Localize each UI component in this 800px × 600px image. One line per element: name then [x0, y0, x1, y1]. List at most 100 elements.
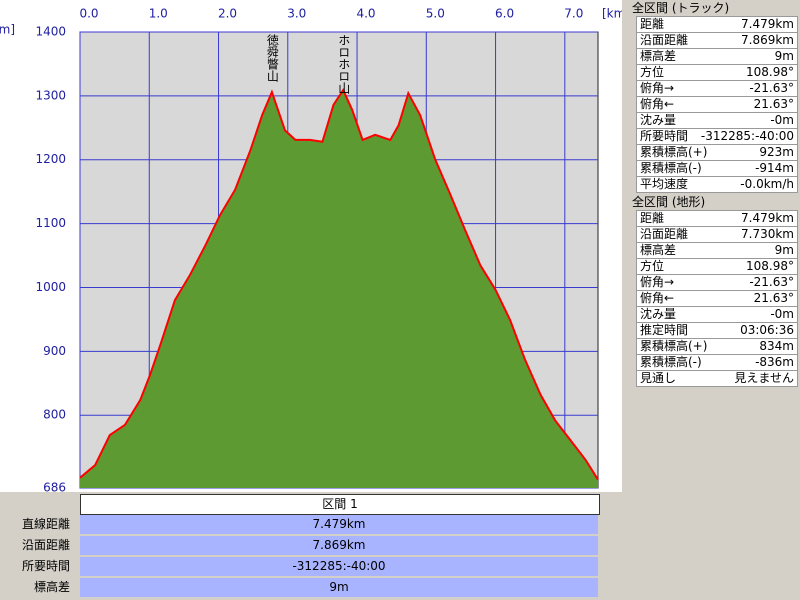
value: -21.63° [749, 81, 794, 95]
summary-row: 俯角← 21.63° [636, 291, 798, 307]
x-tick-label: 6.0 [495, 7, 514, 21]
label: 累積標高(+) [640, 339, 708, 353]
label: 所要時間 [640, 129, 689, 143]
value: 7.869km [312, 538, 366, 552]
label: 標高差 [640, 243, 677, 257]
y-tick-label: 1000 [35, 280, 66, 294]
value: 7.869km [741, 33, 794, 47]
y-tick-label: 1200 [35, 152, 66, 166]
row-value: -312285:-40:00 [80, 557, 598, 576]
label: 沿面距離 [640, 33, 689, 47]
y-unit: [m] [0, 23, 15, 37]
summary-row: 見通し 見えません [636, 371, 798, 387]
value: 9m [774, 49, 794, 63]
value: -0m [770, 307, 794, 321]
x-tick-label: 3.0 [287, 7, 306, 21]
label: 距離 [640, 17, 665, 31]
y-tick-label: 800 [43, 408, 66, 422]
summary-row: 累積標高(+) 834m [636, 339, 798, 355]
section-panel: 区間 1 直線距離 7.479km 沿面距離 7.869km 所要時間 -312285:-4… [0, 491, 620, 600]
row-label: 直線距離 [0, 515, 70, 534]
label: 沿面距離 [21, 538, 70, 552]
section-title: 区間 1 [322, 497, 358, 511]
value: 7.479km [741, 211, 794, 225]
label: 俯角← [640, 97, 675, 111]
summary-row: 累積標高(+) 923m [636, 145, 798, 161]
x-tick-label: 4.0 [356, 7, 375, 21]
summary-row: 俯角→ -21.63° [636, 275, 798, 291]
label: 見通し [640, 371, 677, 385]
value: 21.63° [753, 291, 794, 305]
label: 沿面距離 [640, 227, 689, 241]
label: 方位 [640, 65, 665, 79]
y-tick-label: 900 [43, 344, 66, 358]
value: 108.98° [746, 65, 794, 79]
summary-row: 沿面距離 7.869km [636, 33, 798, 49]
title: 全区間 (トラック) [632, 1, 730, 15]
summary-row: 俯角← 21.63° [636, 97, 798, 113]
summary-row: 沈み量 -0m [636, 307, 798, 323]
x-tick-label: 7.0 [564, 7, 583, 21]
row-value: 7.869km [80, 536, 598, 555]
peak-label: 徳舜瞥山 [265, 33, 279, 82]
summary-row: 標高差 9m [636, 49, 798, 65]
title: 全区間 (地形) [632, 195, 706, 209]
value: 108.98° [746, 259, 794, 273]
label: 標高差 [640, 49, 677, 63]
line [79, 88, 599, 481]
value: 21.63° [753, 97, 794, 111]
row-value: 9m [80, 578, 598, 597]
summary-row: 推定時間 03:06:36 [636, 323, 798, 339]
label: 俯角→ [640, 275, 675, 289]
summary-row: 俯角→ -21.63° [636, 81, 798, 97]
value: 見えません [734, 371, 794, 385]
y-tick-label: 1300 [35, 88, 66, 102]
value: -312285:-40:00 [700, 129, 794, 143]
label: 所要時間 [21, 559, 70, 573]
value: 923m [759, 145, 794, 159]
row-value: 7.479km [80, 515, 598, 534]
value: -0.0km/h [740, 177, 794, 191]
y-tick-label: 686 [43, 481, 66, 493]
summary-row: 所要時間 -312285:-40:00 [636, 129, 798, 145]
label: 俯角→ [640, 81, 675, 95]
x-tick-label: 0.0 [79, 7, 98, 21]
value: 834m [759, 339, 794, 353]
track-summary: 全区間 (トラック) 距離 7.479km 沿面距離 7.869km 標高差 9m 方位 108… [630, 0, 800, 193]
label: 沈み量 [640, 113, 677, 127]
section-header: 区間 1 [80, 494, 600, 515]
label: 累積標高(-) [640, 355, 702, 369]
terrain-summary: 全区間 (地形) 距離 7.479km 沿面距離 7.730km 標高差 9m 方位 108.9… [630, 194, 800, 387]
summary-title: 全区間 (トラック) [630, 0, 800, 16]
row-label: 所要時間 [0, 557, 70, 576]
value: -0m [770, 113, 794, 127]
x-tick-label: 2.0 [218, 7, 237, 21]
label: 直線距離 [21, 517, 70, 531]
area [80, 90, 598, 488]
x-tick-label: 5.0 [426, 7, 445, 21]
summary-row: 標高差 9m [636, 243, 798, 259]
label: 標高差 [33, 580, 70, 594]
label: 距離 [640, 211, 665, 225]
summary-row: 方位 108.98° [636, 65, 798, 81]
x-unit: [km] [602, 7, 622, 21]
y-tick-label: 1100 [35, 216, 66, 230]
label: 推定時間 [640, 323, 689, 337]
label: 平均速度 [640, 177, 689, 191]
summary-row: 方位 108.98° [636, 259, 798, 275]
label: 累積標高(-) [640, 161, 702, 175]
value: -836m [755, 355, 794, 369]
value: -312285:-40:00 [292, 559, 386, 573]
summary-row: 沈み量 -0m [636, 113, 798, 129]
label: 累積標高(+) [640, 145, 708, 159]
summary-row: 平均速度 -0.0km/h [636, 177, 798, 193]
value: -914m [755, 161, 794, 175]
summary-row: 累積標高(-) -914m [636, 161, 798, 177]
value: 9m [329, 580, 349, 594]
label: 沈み量 [640, 307, 677, 321]
value: 7.479km [312, 517, 366, 531]
peak-label: ホロホロ山 [337, 34, 351, 94]
y-tick-label: 1400 [35, 25, 66, 39]
value: 9m [774, 243, 794, 257]
